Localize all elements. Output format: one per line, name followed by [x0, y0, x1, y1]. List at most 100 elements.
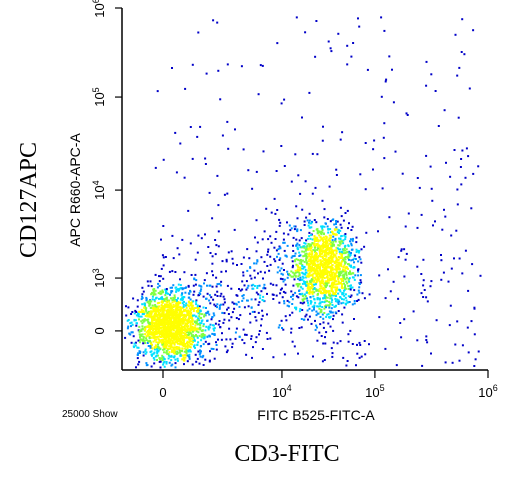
event-dot: [347, 340, 350, 343]
event-dot: [331, 276, 334, 279]
event-dot: [156, 352, 159, 355]
event-dot: [450, 267, 453, 270]
event-dot: [174, 131, 177, 134]
event-dot: [350, 294, 353, 297]
event-dot: [251, 356, 253, 359]
event-dot: [296, 228, 299, 231]
event-dot: [332, 252, 335, 255]
event-dot: [161, 338, 164, 341]
event-dot: [460, 158, 463, 160]
event-dot: [294, 291, 297, 294]
event-dot: [178, 328, 181, 331]
event-dot: [318, 273, 321, 276]
event-dot: [181, 296, 184, 299]
event-dot: [154, 327, 157, 330]
event-dot: [195, 330, 198, 333]
event-dot: [175, 347, 178, 350]
event-dot: [141, 286, 144, 289]
event-dot: [320, 252, 323, 255]
event-dot: [303, 242, 306, 244]
event-dot: [177, 326, 180, 328]
event-dot: [316, 274, 319, 277]
event-dot: [331, 257, 334, 259]
event-dot: [163, 351, 165, 354]
event-dot: [279, 277, 282, 280]
event-dot: [405, 252, 408, 255]
event-dot: [189, 242, 192, 245]
event-dot: [172, 298, 175, 301]
event-dot: [313, 219, 316, 221]
event-dot: [167, 322, 170, 325]
event-dot: [297, 352, 299, 355]
event-dot: [138, 360, 141, 363]
event-dot: [307, 243, 310, 245]
event-dot: [319, 272, 322, 275]
event-dot: [291, 303, 294, 305]
event-dot: [179, 298, 182, 301]
event-dot: [283, 249, 286, 252]
event-dot: [192, 300, 195, 303]
event-dot: [313, 237, 316, 240]
event-dot: [253, 269, 256, 272]
event-dot: [304, 315, 307, 318]
event-dot: [137, 313, 139, 316]
event-dot: [293, 274, 296, 276]
event-dot: [250, 284, 253, 287]
event-dot: [270, 241, 273, 244]
event-dot: [150, 353, 153, 356]
event-dot: [150, 350, 153, 353]
event-dot: [340, 271, 343, 274]
outer-x-axis-label: CD3-FITC: [234, 441, 339, 467]
event-dot: [341, 283, 344, 286]
event-dot: [298, 293, 301, 295]
event-dot: [467, 289, 470, 292]
event-dot: [177, 323, 180, 325]
event-dot: [150, 336, 152, 339]
event-dot: [171, 309, 174, 312]
event-dot: [170, 354, 173, 357]
event-dot: [257, 303, 260, 306]
event-dot: [155, 354, 158, 357]
event-dot: [230, 287, 233, 290]
event-dot: [183, 363, 185, 366]
event-dot: [184, 323, 187, 326]
event-dot: [158, 301, 161, 304]
event-dot: [335, 257, 338, 260]
event-dot: [157, 305, 160, 308]
event-dot: [259, 294, 262, 297]
event-dot: [306, 275, 308, 278]
event-dot: [322, 297, 324, 300]
event-dot: [199, 351, 202, 354]
event-dot: [306, 309, 309, 312]
event-dot: [226, 63, 229, 66]
event-dot: [216, 174, 219, 177]
event-dot: [147, 284, 150, 287]
event-dot: [279, 257, 282, 260]
event-dot: [298, 273, 301, 276]
event-dot: [326, 276, 329, 279]
event-dot: [262, 287, 265, 290]
event-dot: [155, 307, 158, 310]
event-dot: [193, 290, 196, 293]
event-dot: [202, 323, 205, 326]
event-dot: [319, 236, 322, 239]
event-dot: [311, 250, 314, 253]
event-dot: [341, 131, 344, 134]
event-dot: [310, 222, 313, 225]
event-dot: [168, 340, 171, 343]
event-dot: [192, 284, 195, 287]
event-dot: [328, 316, 330, 319]
event-dot: [325, 284, 328, 287]
event-dot: [310, 278, 313, 281]
event-dot: [187, 325, 189, 328]
event-dot: [194, 273, 197, 276]
event-dot: [161, 354, 164, 357]
event-dot: [163, 305, 166, 308]
event-dot: [161, 359, 164, 362]
event-dot: [193, 307, 196, 310]
event-dot: [317, 277, 319, 280]
event-dot: [332, 286, 335, 289]
event-dot: [323, 262, 326, 264]
event-dot: [203, 337, 206, 340]
event-dot: [341, 279, 344, 282]
